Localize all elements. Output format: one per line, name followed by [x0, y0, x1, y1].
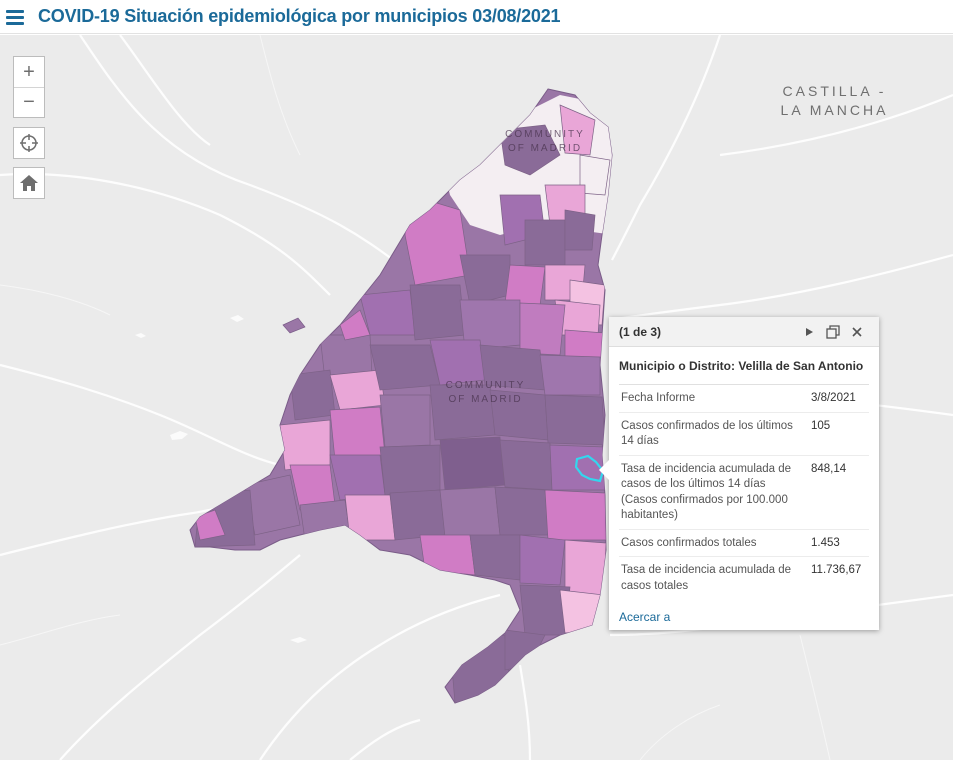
- attribute-row: Tasa de incidencia acumulada de casos de…: [619, 456, 869, 530]
- zoom-in-button[interactable]: +: [23, 60, 35, 83]
- dock-window-icon[interactable]: [821, 317, 845, 347]
- attribute-row: Fecha Informe 3/8/2021: [619, 385, 869, 413]
- attribute-table: Fecha Informe 3/8/2021 Casos confirmados…: [619, 385, 869, 599]
- castilla-la-mancha-label: CASTILLA - LA MANCHA: [780, 83, 889, 118]
- attribute-value: 1.453: [811, 536, 840, 549]
- locate-button[interactable]: [13, 127, 45, 159]
- attribute-label: Casos confirmados totales: [621, 536, 757, 549]
- community-of-madrid-label-center: COMMUNITY OF MADRID: [445, 380, 526, 405]
- hamburger-menu-icon[interactable]: [6, 9, 26, 25]
- attribute-value: 848,14: [811, 462, 847, 475]
- basemap: [0, 35, 953, 760]
- attribute-label: Fecha Informe: [621, 392, 696, 404]
- close-icon[interactable]: [845, 317, 869, 347]
- play-next-icon[interactable]: [797, 317, 821, 347]
- app-header: COVID-19 Situación epidemiológica por mu…: [0, 0, 953, 34]
- crosshair-locate-icon: [20, 134, 38, 152]
- attribute-row: Casos confirmados totales 1.453: [619, 530, 869, 557]
- attribute-label: Tasa de incidencia acumulada de casos to…: [621, 564, 792, 592]
- zoom-out-button[interactable]: −: [14, 87, 44, 117]
- popup-pointer: [599, 459, 610, 481]
- popup-header: (1 de 3): [609, 317, 879, 347]
- attribute-value: 3/8/2021: [811, 392, 856, 404]
- popup-feature-count: (1 de 3): [619, 324, 662, 339]
- feature-popup: (1 de 3) Municipio o Distrito: Velilla d…: [609, 317, 879, 630]
- home-icon: [20, 175, 38, 191]
- zoom-controls: + −: [13, 56, 45, 118]
- home-button[interactable]: [13, 167, 45, 199]
- community-of-madrid-label-north: COMMUNITY OF MADRID: [505, 129, 585, 154]
- attribute-label: Tasa de incidencia acumulada de casos de…: [621, 462, 792, 522]
- attribute-value: 105: [811, 419, 831, 432]
- attribute-row: Tasa de incidencia acumulada de casos to…: [619, 557, 869, 599]
- attribute-value: 11.736,67: [811, 564, 862, 576]
- attribute-label: Casos confirmados de los últimos 14 días: [621, 419, 793, 448]
- popup-title: Municipio o Distrito: Velilla de San Ant…: [619, 359, 869, 385]
- attribute-row: Casos confirmados de los últimos 14 días…: [619, 413, 869, 456]
- zoom-to-link[interactable]: Acercar a: [619, 610, 671, 624]
- page-title: COVID-19 Situación epidemiológica por mu…: [38, 6, 561, 26]
